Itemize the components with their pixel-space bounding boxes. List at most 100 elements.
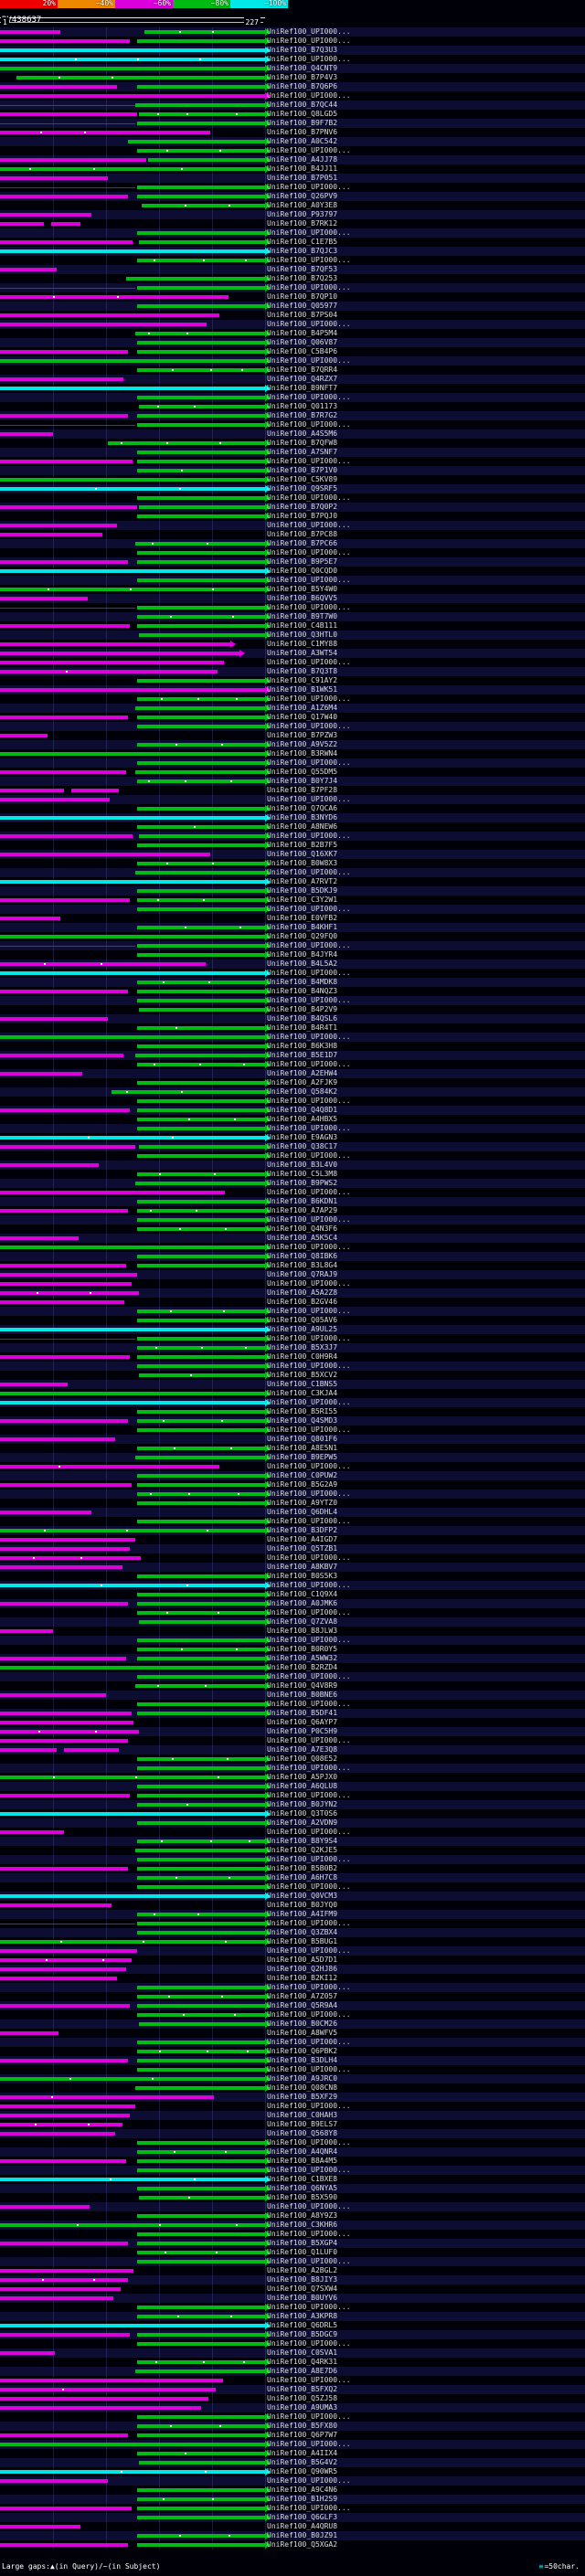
alignment-bar[interactable]	[0, 1282, 132, 1286]
hit-label[interactable]: UniRef100_C3KHR6	[267, 2221, 338, 2229]
alignment-bar[interactable]	[51, 222, 80, 226]
hit-label[interactable]: UniRef100_B3L4V0	[267, 1161, 338, 1169]
alignment-bar[interactable]	[0, 661, 224, 664]
alignment-bar[interactable]	[137, 396, 265, 399]
alignment-bar[interactable]	[135, 542, 265, 546]
alignment-bar[interactable]	[0, 2388, 216, 2391]
hit-label[interactable]: UniRef100_Q6GLF3	[267, 2513, 338, 2521]
alignment-bar[interactable]	[0, 1712, 132, 1715]
alignment-bar[interactable]	[0, 2123, 122, 2126]
hit-label[interactable]: UniRef100_UPI000...	[267, 2102, 351, 2110]
hit-label[interactable]: UniRef100_B7Q253	[267, 274, 338, 282]
alignment-bar[interactable]	[137, 1428, 265, 1432]
alignment-bar[interactable]	[0, 249, 265, 253]
hit-label[interactable]: UniRef100_B7Q3U3	[267, 46, 338, 54]
alignment-bar[interactable]	[0, 935, 265, 938]
hit-label[interactable]: UniRef100_B8JLW3	[267, 1627, 338, 1635]
hit-label[interactable]: UniRef100_C5KV89	[267, 475, 338, 483]
alignment-bar[interactable]	[139, 2196, 265, 2200]
alignment-bar[interactable]	[0, 1977, 117, 1980]
hit-label[interactable]: UniRef100_UPI000...	[267, 2504, 351, 2512]
alignment-bar[interactable]	[0, 2479, 108, 2483]
alignment-bar[interactable]	[137, 926, 265, 929]
alignment-bar[interactable]	[0, 2278, 128, 2282]
hit-label[interactable]: UniRef100_UPI000...	[267, 868, 351, 876]
hit-label[interactable]: UniRef100_UPI000...	[267, 27, 351, 36]
alignment-bar[interactable]	[139, 1373, 265, 1377]
alignment-bar[interactable]	[137, 1913, 265, 1916]
hit-label[interactable]: UniRef100_UPI000...	[267, 146, 351, 154]
hit-label[interactable]: UniRef100_A8KBV7	[267, 1563, 338, 1571]
alignment-bar[interactable]	[137, 551, 265, 555]
alignment-bar[interactable]	[137, 423, 265, 427]
alignment-bar[interactable]	[135, 871, 265, 875]
alignment-bar[interactable]	[0, 1209, 128, 1213]
hit-label[interactable]: UniRef100_B0S5K3	[267, 1572, 338, 1580]
alignment-bar[interactable]	[137, 1657, 265, 1660]
hit-label[interactable]: UniRef100_A0Y3E8	[267, 201, 338, 209]
hit-label[interactable]: UniRef100_B3DFP2	[267, 1526, 338, 1534]
hit-label[interactable]: UniRef100_C1MY88	[267, 640, 338, 648]
alignment-bar[interactable]	[137, 149, 265, 153]
hit-label[interactable]: UniRef100_A4HBX5	[267, 1115, 338, 1123]
hit-label[interactable]: UniRef100_UPI000...	[267, 1279, 351, 1288]
hit-label[interactable]: UniRef100_Q05977	[267, 302, 338, 310]
alignment-bar[interactable]	[137, 1858, 265, 1861]
hit-label[interactable]: UniRef100_Q3HTL0	[267, 631, 338, 639]
hit-label[interactable]: UniRef100_B3DLH4	[267, 2056, 338, 2064]
alignment-bar[interactable]	[0, 1958, 132, 1962]
hit-label[interactable]: UniRef100_B4MDK8	[267, 978, 338, 986]
alignment-bar[interactable]	[137, 825, 265, 829]
hit-label[interactable]: UniRef100_UPI000...	[267, 1636, 351, 1644]
alignment-bar[interactable]	[0, 1748, 57, 1752]
alignment-bar[interactable]	[0, 2543, 128, 2547]
hit-label[interactable]: UniRef100_Q6AYP7	[267, 1718, 338, 1726]
hit-label[interactable]: UniRef100_B7Q6P6	[267, 82, 338, 90]
alignment-bar[interactable]	[0, 1401, 265, 1405]
alignment-bar[interactable]	[137, 1200, 265, 1203]
hit-label[interactable]: UniRef100_UPI000...	[267, 2166, 351, 2174]
alignment-bar[interactable]	[137, 1255, 265, 1258]
hit-label[interactable]: UniRef100_Q08E52	[267, 1754, 338, 1763]
alignment-bar[interactable]	[0, 2324, 265, 2327]
alignment-bar[interactable]	[137, 2497, 265, 2501]
alignment-bar[interactable]	[0, 898, 130, 902]
alignment-bar[interactable]	[137, 1757, 265, 1761]
alignment-bar[interactable]	[135, 1182, 265, 1185]
alignment-bar[interactable]	[0, 1967, 126, 1971]
hit-label[interactable]: UniRef100_A5K5C4	[267, 1234, 338, 1242]
hit-label[interactable]: UniRef100_Q26PV9	[267, 192, 338, 200]
hit-label[interactable]: UniRef100_Q4Q8D1	[267, 1106, 338, 1114]
alignment-bar[interactable]	[0, 1730, 139, 1733]
hit-label[interactable]: UniRef100_UPI000...	[267, 228, 351, 237]
alignment-bar[interactable]	[137, 2013, 265, 2017]
alignment-bar[interactable]	[135, 1849, 265, 1852]
hit-label[interactable]: UniRef100_Q6DRL5	[267, 2321, 338, 2329]
hit-label[interactable]: UniRef100_UPI000...	[267, 1983, 351, 1991]
hit-label[interactable]: UniRef100_B2B7F5	[267, 841, 338, 849]
alignment-bar[interactable]	[0, 880, 265, 884]
alignment-bar[interactable]	[137, 1885, 265, 1889]
hit-label[interactable]: UniRef100_UPI000...	[267, 1553, 351, 1562]
hit-label[interactable]: UniRef100_C0H9R4	[267, 1352, 338, 1361]
hit-label[interactable]: UniRef100_B0JYN2	[267, 1800, 338, 1808]
hit-label[interactable]: UniRef100_B0W8X3	[267, 859, 338, 867]
alignment-bar[interactable]	[0, 323, 207, 326]
alignment-bar[interactable]	[137, 2214, 265, 2218]
alignment-bar[interactable]	[0, 2242, 128, 2245]
alignment-bar[interactable]	[0, 853, 210, 856]
hit-label[interactable]: UniRef100_UPI000...	[267, 1426, 351, 1434]
hit-label[interactable]: UniRef100_B7QC44	[267, 101, 338, 109]
hit-label[interactable]: UniRef100_Q1LUF0	[267, 2248, 338, 2256]
alignment-bar[interactable]	[137, 779, 265, 783]
hit-label[interactable]: UniRef100_E9AGN3	[267, 1133, 338, 1141]
alignment-bar[interactable]	[0, 569, 265, 573]
hit-label[interactable]: UniRef100_UPI000...	[267, 2038, 351, 2046]
alignment-bar[interactable]	[137, 862, 265, 865]
alignment-bar[interactable]	[0, 350, 128, 354]
alignment-bar[interactable]	[0, 414, 128, 418]
hit-label[interactable]: UniRef100_Q29FQ0	[267, 932, 338, 940]
hit-label[interactable]: UniRef100_UPI000...	[267, 1919, 351, 1927]
alignment-bar[interactable]	[0, 67, 265, 70]
alignment-bar[interactable]	[137, 2360, 265, 2364]
